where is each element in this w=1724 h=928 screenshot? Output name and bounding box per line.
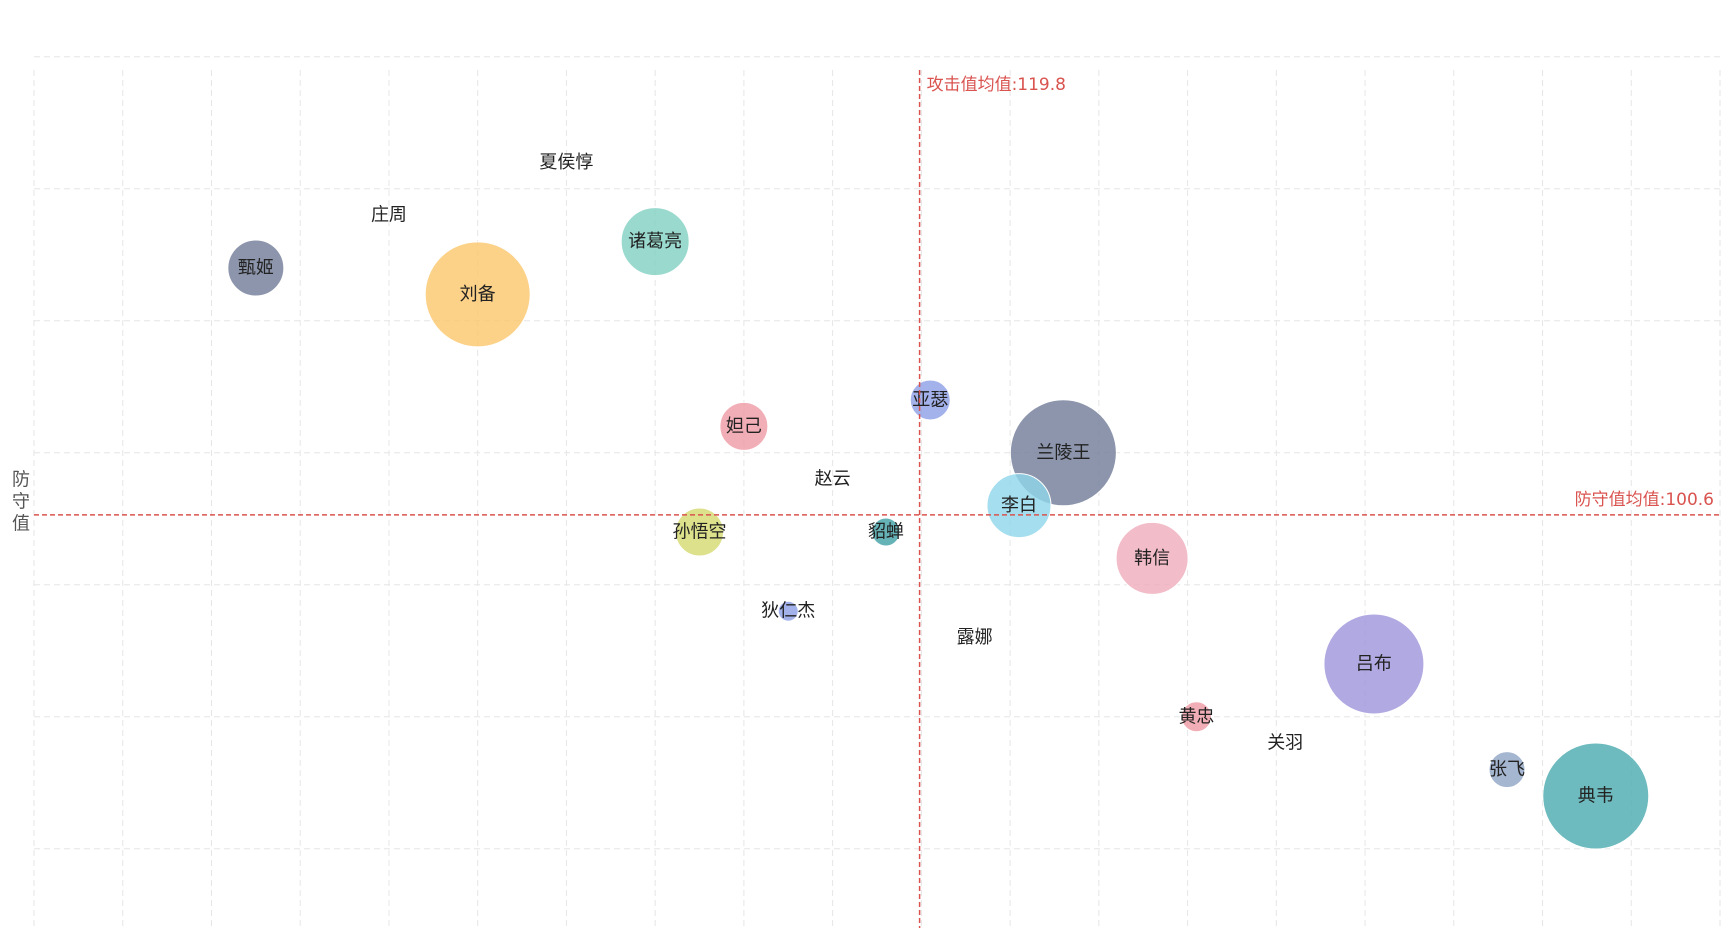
bubble-label: 黄忠 xyxy=(1178,706,1214,727)
grid-lines xyxy=(33,56,1721,928)
bubble-label: 甄姬 xyxy=(238,258,274,279)
bubble-label: 刘备 xyxy=(460,284,496,305)
bubble-point[interactable] xyxy=(227,239,285,297)
bubble-label: 赵云 xyxy=(815,469,851,490)
y-axis-label-char: 值 xyxy=(12,514,30,535)
bubble-label: 孙悟空 xyxy=(673,522,727,543)
bubble-label: 兰陵王 xyxy=(1036,442,1090,463)
mean-y-label: 防守值均值:100.6 xyxy=(1575,490,1714,510)
bubble-point[interactable] xyxy=(1323,613,1425,715)
bubble-label: 关羽 xyxy=(1267,733,1303,754)
bubble-point[interactable] xyxy=(986,473,1052,539)
bubble-label: 诸葛亮 xyxy=(628,231,682,252)
bubble-point[interactable] xyxy=(1180,701,1212,733)
bubble-point[interactable] xyxy=(620,207,690,277)
y-axis-label-char: 防 xyxy=(12,470,30,491)
bubble-point[interactable] xyxy=(1115,521,1189,595)
bubble-point[interactable] xyxy=(719,401,769,451)
bubble-point[interactable] xyxy=(1542,742,1650,850)
bubble-series xyxy=(227,207,1650,850)
bubble-label: 庄周 xyxy=(371,205,407,226)
bubble-point[interactable] xyxy=(777,600,799,622)
bubble-point[interactable] xyxy=(871,517,901,547)
bubble-label: 典韦 xyxy=(1578,786,1614,807)
bubble-label: 张飞 xyxy=(1489,759,1525,780)
bubble-point[interactable] xyxy=(1488,751,1526,789)
mean-x-label: 攻击值均值:119.8 xyxy=(927,75,1066,95)
bubble-label: 妲己 xyxy=(726,416,762,437)
bubble-label: 韩信 xyxy=(1134,548,1170,569)
bubble-label: 李白 xyxy=(1001,495,1037,516)
bubble-label: 露娜 xyxy=(957,627,993,648)
y-axis-label: 防守值 xyxy=(12,470,30,535)
y-axis-label-char: 守 xyxy=(12,492,30,513)
bubble-label: 亚瑟 xyxy=(912,390,948,411)
bubble-label: 狄仁杰 xyxy=(761,601,815,622)
bubble-label: 吕布 xyxy=(1356,654,1392,675)
bubble-point[interactable] xyxy=(675,507,725,557)
bubble-point[interactable] xyxy=(424,241,531,348)
mean-lines: 攻击值均值:119.8 防守值均值:100.6 xyxy=(34,70,1720,928)
bubble-label: 夏侯惇 xyxy=(539,152,593,173)
bubble-label: 貂蝉 xyxy=(868,522,904,543)
